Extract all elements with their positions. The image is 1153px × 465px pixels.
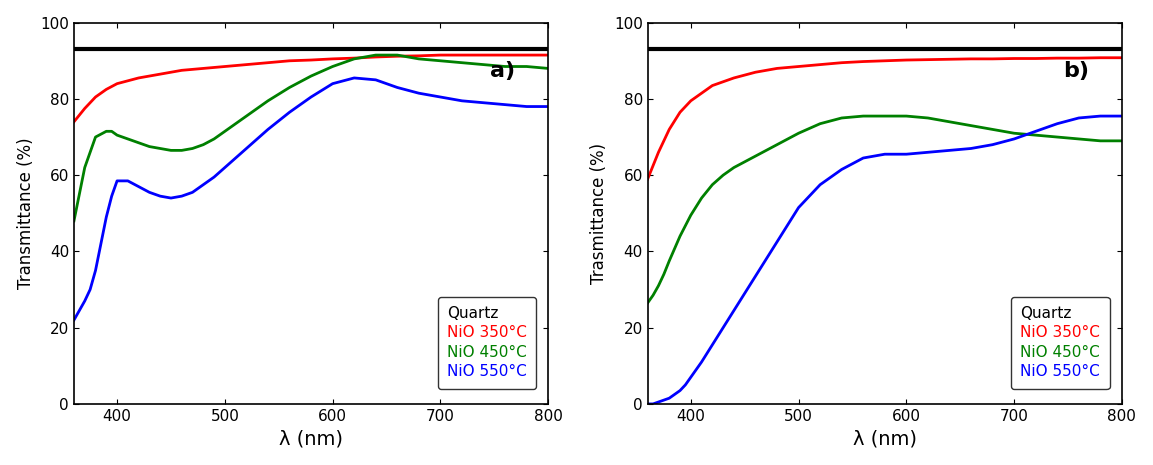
Legend: Quartz, NiO 350°C, NiO 450°C, NiO 550°C: Quartz, NiO 350°C, NiO 450°C, NiO 550°C [438, 297, 536, 389]
X-axis label: λ (nm): λ (nm) [279, 429, 344, 448]
X-axis label: λ (nm): λ (nm) [853, 429, 917, 448]
Y-axis label: Trasmittance (%): Trasmittance (%) [590, 143, 609, 284]
Text: a): a) [490, 61, 515, 81]
Legend: Quartz, NiO 350°C, NiO 450°C, NiO 550°C: Quartz, NiO 350°C, NiO 450°C, NiO 550°C [1011, 297, 1109, 389]
Y-axis label: Transmittance (%): Transmittance (%) [16, 138, 35, 289]
Text: b): b) [1063, 61, 1088, 81]
